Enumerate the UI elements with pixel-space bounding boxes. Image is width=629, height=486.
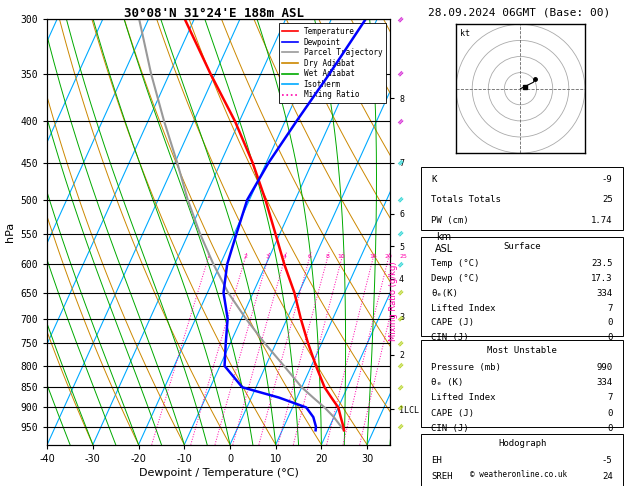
Text: 3: 3 [266,254,270,259]
Text: -9: -9 [602,175,613,184]
Text: Hodograph: Hodograph [498,439,546,449]
Text: 6: 6 [308,254,311,259]
Text: ≡: ≡ [394,194,406,206]
Bar [421,340,623,427]
Text: ≡: ≡ [394,115,406,127]
Text: Lifted Index: Lifted Index [431,304,496,312]
Text: kt: kt [460,30,470,38]
Text: 25: 25 [400,254,408,259]
Text: 2: 2 [243,254,247,259]
Text: 17.3: 17.3 [591,274,613,283]
Text: CAPE (J): CAPE (J) [431,318,474,328]
Text: EH: EH [431,456,442,465]
Text: 30°08'N 31°24'E 188m ASL: 30°08'N 31°24'E 188m ASL [124,7,304,20]
Text: ≡: ≡ [394,337,406,349]
Text: ≡: ≡ [394,421,406,432]
Text: 28.09.2024 06GMT (Base: 00): 28.09.2024 06GMT (Base: 00) [428,7,610,17]
Text: ≡: ≡ [394,360,406,371]
Text: θₑ(K): θₑ(K) [431,289,459,298]
Text: CIN (J): CIN (J) [431,333,469,342]
Text: 24: 24 [602,471,613,481]
Text: ≡: ≡ [394,14,406,25]
Y-axis label: km
ASL: km ASL [435,232,453,254]
Text: 10: 10 [338,254,345,259]
Text: ≡: ≡ [394,259,406,270]
Text: © weatheronline.co.uk: © weatheronline.co.uk [470,469,567,479]
Text: 1.74: 1.74 [591,216,613,225]
X-axis label: Dewpoint / Temperature (°C): Dewpoint / Temperature (°C) [138,468,299,478]
Text: Totals Totals: Totals Totals [431,195,501,205]
Text: K: K [431,175,437,184]
Text: Lifted Index: Lifted Index [431,393,496,402]
Text: 0: 0 [607,318,613,328]
Text: ≡: ≡ [394,157,406,168]
Text: ≡: ≡ [394,68,406,80]
Text: ≡: ≡ [394,382,406,393]
Text: 7: 7 [607,304,613,312]
Text: 990: 990 [596,363,613,372]
Text: Mixing Ratio (g/kg): Mixing Ratio (g/kg) [389,261,398,341]
Text: 23.5: 23.5 [591,259,613,268]
Text: -5: -5 [602,456,613,465]
Text: SREH: SREH [431,471,453,481]
Text: 7: 7 [607,393,613,402]
Legend: Temperature, Dewpoint, Parcel Trajectory, Dry Adiabat, Wet Adiabat, Isotherm, Mi: Temperature, Dewpoint, Parcel Trajectory… [279,23,386,103]
Bar [421,434,623,486]
Text: Pressure (mb): Pressure (mb) [431,363,501,372]
Text: ≡: ≡ [394,402,406,413]
Text: 0: 0 [607,424,613,433]
Text: 0: 0 [607,409,613,417]
Text: Most Unstable: Most Unstable [487,346,557,355]
Text: Temp (°C): Temp (°C) [431,259,480,268]
Text: CAPE (J): CAPE (J) [431,409,474,417]
Y-axis label: hPa: hPa [5,222,15,242]
Text: 1: 1 [206,254,210,259]
Text: PW (cm): PW (cm) [431,216,469,225]
Text: CIN (J): CIN (J) [431,424,469,433]
Text: 334: 334 [596,289,613,298]
Text: Dewp (°C): Dewp (°C) [431,274,480,283]
Text: 20: 20 [384,254,392,259]
Text: Surface: Surface [503,243,541,251]
Text: ≡: ≡ [394,287,406,298]
Text: 16: 16 [369,254,377,259]
Text: ≡: ≡ [394,313,406,324]
Text: ≡: ≡ [394,228,406,239]
Text: θₑ (K): θₑ (K) [431,378,464,387]
Text: 4: 4 [282,254,287,259]
Text: 0: 0 [607,333,613,342]
Bar [421,167,623,230]
Text: 25: 25 [602,195,613,205]
Text: 8: 8 [325,254,329,259]
Text: 334: 334 [596,378,613,387]
Bar [421,237,623,336]
